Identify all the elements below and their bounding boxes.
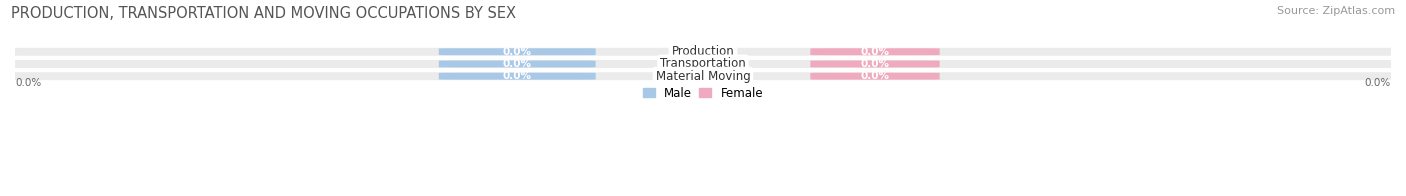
FancyBboxPatch shape <box>439 48 596 55</box>
FancyBboxPatch shape <box>810 48 939 55</box>
Text: PRODUCTION, TRANSPORTATION AND MOVING OCCUPATIONS BY SEX: PRODUCTION, TRANSPORTATION AND MOVING OC… <box>11 6 516 21</box>
Text: 0.0%: 0.0% <box>1365 78 1391 88</box>
Text: Transportation: Transportation <box>661 57 745 71</box>
Text: Production: Production <box>672 45 734 58</box>
Text: 0.0%: 0.0% <box>860 47 890 57</box>
Text: Material Moving: Material Moving <box>655 70 751 83</box>
FancyBboxPatch shape <box>1 60 1405 68</box>
Text: 0.0%: 0.0% <box>860 59 890 69</box>
Text: 0.0%: 0.0% <box>503 47 531 57</box>
FancyBboxPatch shape <box>810 61 939 67</box>
Text: 0.0%: 0.0% <box>860 71 890 81</box>
Text: Source: ZipAtlas.com: Source: ZipAtlas.com <box>1277 6 1395 16</box>
Text: 0.0%: 0.0% <box>503 71 531 81</box>
FancyBboxPatch shape <box>1 48 1405 56</box>
Text: 0.0%: 0.0% <box>503 59 531 69</box>
FancyBboxPatch shape <box>439 61 596 67</box>
FancyBboxPatch shape <box>439 73 596 80</box>
Text: 0.0%: 0.0% <box>15 78 41 88</box>
FancyBboxPatch shape <box>810 73 939 80</box>
Legend: Male, Female: Male, Female <box>641 84 765 102</box>
FancyBboxPatch shape <box>1 72 1405 80</box>
